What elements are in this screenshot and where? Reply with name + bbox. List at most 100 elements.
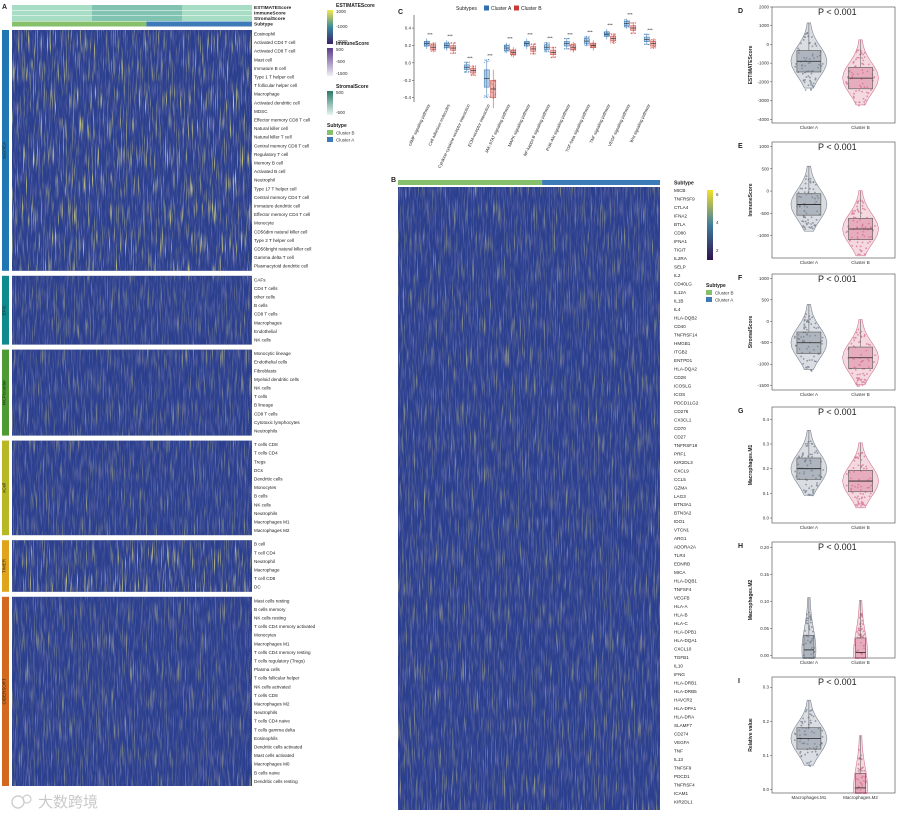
- gene-label: TIGIT: [674, 247, 686, 252]
- data-point: [809, 80, 812, 83]
- cell-type-label: Effector memory CD8 T cell: [254, 118, 310, 123]
- data-point: [846, 230, 849, 233]
- cell-type-label: T follicular helper cell: [254, 83, 297, 88]
- data-point: [810, 626, 813, 628]
- data-point: [803, 57, 805, 59]
- data-point: [850, 488, 852, 490]
- data-point: [806, 639, 809, 642]
- x-category-label: Cluster A: [800, 660, 818, 665]
- gene-label: IFNA2: [674, 213, 687, 218]
- data-point: [866, 358, 869, 361]
- data-point: [809, 440, 812, 443]
- data-point: [861, 69, 864, 71]
- jitter-point: [530, 44, 532, 46]
- data-point: [811, 637, 814, 640]
- data-point: [863, 51, 866, 54]
- cell-type-label: Fibroblasts: [254, 368, 277, 373]
- data-point: [856, 226, 859, 228]
- y-tick-label: 500: [761, 166, 769, 171]
- cell-type-label: MDSC: [254, 109, 268, 114]
- jitter-point: [430, 49, 432, 52]
- data-point: [805, 619, 808, 622]
- data-point: [859, 249, 862, 251]
- cell-type-label: Macrophage: [254, 568, 280, 573]
- cell-type-label: Central memory CD8 T cell: [254, 143, 309, 148]
- data-point: [802, 357, 805, 360]
- data-point: [857, 495, 859, 498]
- gene-heat-hot: [398, 187, 660, 810]
- jitter-point: [631, 32, 633, 34]
- data-point: [794, 65, 797, 68]
- data-point: [813, 445, 816, 448]
- cell-type-label: Mast cells activated: [254, 753, 295, 758]
- jitter-point: [650, 47, 652, 49]
- cell-type-label: CD8 T cells: [254, 312, 278, 317]
- cell-type-label: B cell: [254, 542, 265, 547]
- watermark: 大数跨境: [11, 793, 98, 811]
- panel-letter-i: I: [738, 678, 740, 685]
- jitter-point: [628, 19, 630, 21]
- jitter-point: [651, 39, 653, 41]
- jitter-point: [532, 53, 534, 55]
- data-point: [807, 764, 810, 767]
- gene-label: CD70: [674, 426, 686, 431]
- jitter-point: [430, 42, 432, 44]
- data-point: [810, 730, 813, 733]
- data-point: [860, 353, 863, 356]
- data-point: [861, 233, 864, 236]
- data-point: [868, 236, 871, 239]
- top-bar-labels: ESTIMATEScoreImmuneScoreStromalScoreSubt…: [254, 5, 292, 28]
- data-point: [857, 378, 860, 381]
- gene-label: IDO1: [674, 519, 685, 524]
- method-label: TIMER: [2, 558, 7, 573]
- data-point: [810, 70, 813, 72]
- data-point: [797, 191, 800, 194]
- gene-label: EDNRB: [674, 562, 690, 567]
- gene-label: SELP: [674, 264, 686, 269]
- data-point: [863, 335, 866, 338]
- jitter-point: [450, 52, 452, 54]
- jitter-point: [612, 41, 614, 43]
- data-point: [858, 104, 860, 107]
- data-point: [805, 328, 808, 331]
- jitter-point: [590, 46, 593, 48]
- data-point: [813, 360, 816, 363]
- jitter-point: [592, 43, 594, 45]
- data-point: [860, 464, 863, 467]
- data-point: [868, 495, 871, 498]
- significance-label: ***: [607, 22, 613, 27]
- jitter-point: [567, 48, 569, 50]
- data-point: [851, 491, 854, 494]
- jitter-point: [431, 49, 434, 51]
- jitter-point: [607, 35, 609, 37]
- jitter-point: [650, 38, 652, 41]
- data-point: [863, 647, 865, 650]
- data-point: [866, 70, 869, 73]
- data-point: [846, 76, 849, 79]
- box: [855, 772, 866, 794]
- data-point: [861, 501, 864, 504]
- data-point: [866, 372, 868, 375]
- jitter-point: [468, 62, 470, 64]
- data-point: [859, 789, 862, 791]
- data-point: [861, 615, 864, 618]
- jitter-point: [454, 52, 456, 54]
- data-point: [851, 236, 853, 239]
- data-point: [867, 366, 870, 368]
- y-axis-label: ESTIMATEScore: [748, 45, 754, 84]
- data-point: [812, 488, 815, 491]
- jitter-point: [572, 49, 575, 52]
- cell-type-label: Macrophages M2: [254, 702, 290, 707]
- data-point: [855, 90, 857, 93]
- data-point: [858, 758, 861, 761]
- panel-a-heatmap: A ssGSEA EPIC MCPcounter xCell TIMER CIBERSOR…: [2, 3, 375, 786]
- data-point: [861, 241, 864, 244]
- data-point: [866, 486, 869, 489]
- data-point: [854, 496, 856, 499]
- jitter-point: [584, 36, 586, 38]
- gene-label: CD40: [674, 324, 686, 329]
- data-point: [851, 213, 853, 216]
- data-point: [815, 484, 818, 486]
- data-point: [867, 359, 870, 362]
- data-point: [809, 453, 812, 456]
